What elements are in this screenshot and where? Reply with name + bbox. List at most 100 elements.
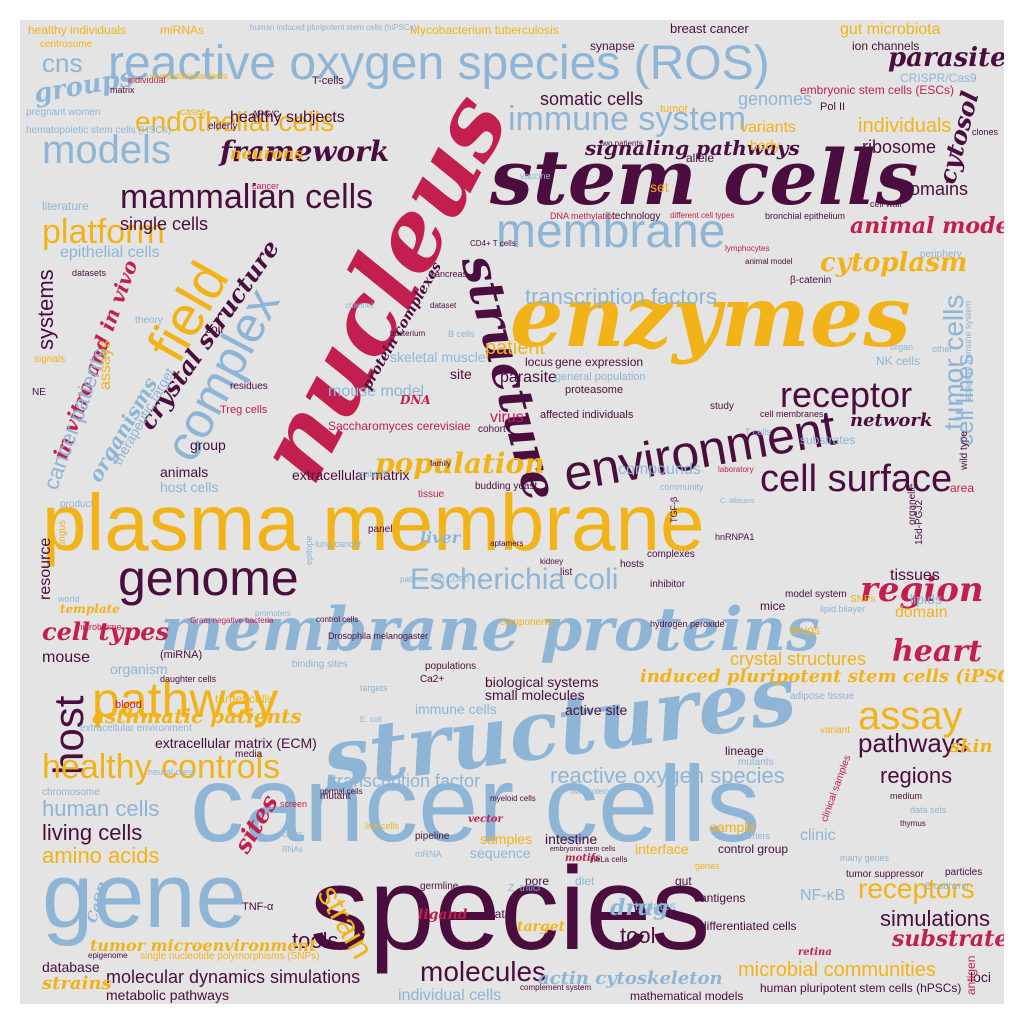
word-mice: mice xyxy=(760,599,786,613)
word-somatic-cells: somatic cells xyxy=(540,89,644,109)
word-actin-cytoskeleton: actin cytoskeleton xyxy=(538,968,723,989)
word-t-cells: T-cells xyxy=(312,75,344,87)
word-components: components xyxy=(500,617,555,628)
word-lymphocytes: lymphocytes xyxy=(725,244,770,253)
word-cd4: CD4+ T cells xyxy=(470,239,516,248)
word-screen: screen xyxy=(280,799,308,809)
word-variants: variants xyxy=(740,119,797,136)
word-substrate: substrate xyxy=(892,926,1004,952)
word-list: list xyxy=(560,567,573,578)
word-area: area xyxy=(950,481,975,495)
word-tissue: tissue xyxy=(418,489,445,500)
word-chromosome: chromosome xyxy=(42,787,100,798)
word-reactive-oxygen-species: reactive oxygen species xyxy=(550,763,785,788)
word-community: community xyxy=(660,482,704,492)
word-laboratory: laboratory xyxy=(718,465,754,474)
word-organism: organism xyxy=(110,661,168,677)
word-z-tritici: Z. tritici xyxy=(508,883,541,894)
word-cloud: plasma membrane species cancer cells ste… xyxy=(20,20,1004,1004)
word-allele: allele xyxy=(686,151,715,165)
word-apc-c: APC/C xyxy=(252,109,280,119)
word-models: models xyxy=(42,128,171,172)
word-ros: reactive oxygen species (ROS) xyxy=(108,37,770,90)
word-particles: particles xyxy=(945,867,983,878)
word-simulations: simulations xyxy=(880,906,991,931)
word-ecm: extracellular matrix (ECM) xyxy=(155,735,317,751)
word-hnrnpa1: hnRNPA1 xyxy=(715,532,755,542)
word-agents: agents xyxy=(455,939,486,950)
word-control-cells: control cells xyxy=(316,615,359,624)
word-two-proteins: two proteins xyxy=(570,787,614,796)
word-live-cells: live cells xyxy=(365,821,400,831)
word-interface: interface xyxy=(635,841,689,857)
word-metabolic-pathways: metabolic pathways xyxy=(106,987,229,1003)
word-technology: technology xyxy=(612,211,661,222)
word-datasets: datasets xyxy=(72,268,107,278)
word-drugs: drugs xyxy=(790,623,821,637)
word-complement-system: complement system xyxy=(520,983,592,992)
word-gene: gene xyxy=(42,845,247,947)
word-domains: domains xyxy=(900,179,969,199)
word-nk-cells: NK cells xyxy=(876,354,921,368)
word-plasma-membrane: plasma membrane xyxy=(42,478,705,567)
word-vaccine: vaccine xyxy=(520,171,551,181)
word-proteasome: proteasome xyxy=(565,384,624,396)
word-dna: DNA xyxy=(400,393,431,407)
word-theory: theory xyxy=(135,315,163,326)
word-cancer-cells: cancer cells xyxy=(190,743,761,864)
word-retina: retina xyxy=(798,947,832,958)
word-lineage: lineage xyxy=(725,744,764,758)
word-md-simulations: molecular dynamics simulations xyxy=(106,967,361,987)
word-data: data xyxy=(488,907,512,921)
word-cell-wall: cell wall xyxy=(870,199,902,209)
word-region: region xyxy=(860,570,984,610)
word-isolates: isolates xyxy=(635,899,676,913)
word-m-tuberculosis: Mycobacterium tuberculosis xyxy=(410,23,559,37)
word-strains: strains xyxy=(42,973,112,994)
word-ribosome: ribosome xyxy=(862,137,937,157)
word-locus: locus xyxy=(525,355,554,369)
word-periphery: periphery xyxy=(920,249,962,260)
word-site: site xyxy=(450,366,472,382)
word-medium: medium xyxy=(890,791,923,801)
word-loci: loci xyxy=(970,969,992,985)
word-gut-microbiota: gut microbiota xyxy=(840,21,941,38)
word-control-group: control group xyxy=(718,842,789,856)
word-ca2: Ca2+ xyxy=(420,674,445,685)
word-residues: residues xyxy=(230,381,268,392)
word-transcription-factor: transcription factor xyxy=(332,771,481,791)
word-gut: gut xyxy=(675,874,692,888)
word-extracellular-env: extracellular environment xyxy=(80,723,192,734)
word-b-cells: B cells xyxy=(448,329,475,339)
word-assay: assay xyxy=(858,694,963,738)
word-panel: panel xyxy=(368,524,393,535)
word-crystal-structures: crystal structures xyxy=(730,649,867,669)
word-single-nucleotide: single nucleotide polymorphisms (SNPs) xyxy=(140,951,320,962)
word-adaptive-immune: adaptive immune system xyxy=(963,300,973,400)
word-breast-cancer: breast cancer xyxy=(670,21,749,36)
word-animal-model: animal model xyxy=(745,257,793,266)
word-target: target xyxy=(517,919,566,935)
word-set: set xyxy=(650,179,669,195)
word-kidney: kidney xyxy=(540,557,564,566)
word-microbiome: microbiome xyxy=(75,622,122,632)
word-stem-cells: stem cells xyxy=(490,133,919,222)
word-assays: assays xyxy=(97,340,114,390)
word-mathematical-models: mathematical models xyxy=(630,989,744,1003)
word-hosts: hosts xyxy=(620,559,644,570)
word-normal-cells: normal cells xyxy=(320,787,363,796)
word-adipose-tissue: adipose tissue xyxy=(790,691,854,702)
word-systems: systems xyxy=(33,269,58,350)
word-signaling-pathways: signaling pathways xyxy=(585,136,800,160)
word-cell-types: cell types xyxy=(42,617,170,646)
word-different-cell-types: different cell types xyxy=(670,211,735,220)
word-pathway: pathway xyxy=(92,672,279,728)
word-template: template xyxy=(60,602,120,616)
word-gene-expression: gene expression xyxy=(555,355,644,369)
word-gram-negative: Gram-negative bacteria xyxy=(190,616,274,625)
word-intestine: intestine xyxy=(545,831,598,847)
word-germline: germline xyxy=(420,881,459,892)
word-inhibitor: inhibitor xyxy=(650,579,686,590)
word-individual: individual xyxy=(128,75,166,85)
word-embryonic-stem-cells: embryonic stem cells xyxy=(550,846,616,853)
